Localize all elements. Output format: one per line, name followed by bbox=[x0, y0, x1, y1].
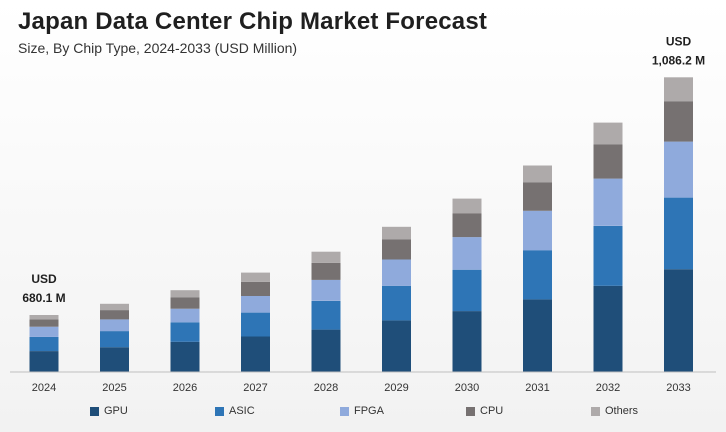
bar-fpga-2029 bbox=[382, 259, 411, 286]
x-tick-label-2033: 2033 bbox=[666, 382, 690, 394]
legend-label-cpu: CPU bbox=[480, 405, 504, 417]
bar-fpga-2033 bbox=[664, 141, 693, 198]
x-axis-tick-labels: 2024 2025 2026 2027 2028 2029 2030 2031 2032 2033 bbox=[32, 382, 691, 394]
legend-item-others: Others bbox=[591, 405, 638, 417]
bar-fpga-2026 bbox=[170, 308, 200, 323]
bar-gpu-2029 bbox=[382, 320, 411, 372]
bar-gpu-2028 bbox=[311, 329, 341, 372]
last-bar-annotation: USD 1,086.2 M bbox=[652, 34, 705, 67]
bar-group bbox=[29, 77, 693, 372]
bar-fpga-2027 bbox=[241, 296, 270, 313]
legend-swatch-gpu bbox=[90, 406, 99, 416]
bar-fpga-2028 bbox=[311, 279, 341, 301]
bar-cpu-2031 bbox=[523, 182, 552, 211]
x-tick-label-2030: 2030 bbox=[455, 382, 479, 394]
x-tick-label-2025: 2025 bbox=[102, 382, 126, 394]
x-tick-label-2026: 2026 bbox=[173, 382, 197, 394]
bar-cpu-2033 bbox=[664, 101, 693, 142]
bar-asic-2031 bbox=[523, 250, 552, 300]
bar-asic-2029 bbox=[382, 285, 411, 321]
x-tick-label-2027: 2027 bbox=[243, 382, 267, 394]
bar-others-2027 bbox=[241, 272, 270, 282]
bar-asic-2025 bbox=[100, 331, 129, 348]
legend-item-asic: ASIC bbox=[215, 405, 255, 417]
bar-gpu-2026 bbox=[170, 341, 200, 372]
bar-cpu-2025 bbox=[100, 310, 129, 320]
bar-gpu-2024 bbox=[29, 351, 59, 372]
first-bar-annotation: USD 680.1 M bbox=[22, 272, 65, 305]
chart-subtitle: Size, By Chip Type, 2024-2033 (USD Milli… bbox=[18, 40, 298, 56]
bar-gpu-2025 bbox=[100, 347, 129, 372]
legend-label-asic: ASIC bbox=[229, 405, 255, 417]
legend-label-others: Others bbox=[605, 405, 639, 417]
bar-cpu-2028 bbox=[311, 262, 341, 280]
bar-gpu-2030 bbox=[452, 311, 482, 372]
legend-label-gpu: GPU bbox=[104, 405, 128, 417]
bar-asic-2028 bbox=[311, 300, 341, 330]
bar-asic-2026 bbox=[170, 322, 200, 342]
x-tick-label-2024: 2024 bbox=[32, 382, 56, 394]
bar-cpu-2024 bbox=[29, 319, 59, 327]
bar-gpu-2033 bbox=[664, 269, 693, 372]
bar-cpu-2032 bbox=[593, 144, 623, 179]
bar-asic-2032 bbox=[593, 225, 623, 286]
bar-others-2026 bbox=[170, 290, 200, 298]
bar-cpu-2029 bbox=[382, 239, 411, 260]
legend-item-fpga: FPGA bbox=[340, 405, 384, 417]
first-bar-currency-label: USD bbox=[31, 272, 57, 286]
x-tick-label-2029: 2029 bbox=[384, 382, 408, 394]
stacked-bar-chart: 2024 2025 2026 2027 2028 2029 2030 2031 2032 2033… bbox=[10, 34, 716, 394]
bar-asic-2033 bbox=[664, 197, 693, 270]
chart-legend: GPU ASIC FPGA CPU Others bbox=[0, 405, 726, 425]
x-tick-label-2031: 2031 bbox=[525, 382, 549, 394]
bar-others-2030 bbox=[452, 198, 482, 214]
bar-fpga-2032 bbox=[593, 178, 623, 226]
x-tick-label-2032: 2032 bbox=[596, 382, 620, 394]
bar-others-2024 bbox=[29, 315, 59, 320]
chart-title: Japan Data Center Chip Market Forecast bbox=[18, 8, 488, 35]
legend-item-gpu: GPU bbox=[90, 405, 128, 417]
bar-gpu-2031 bbox=[523, 299, 552, 372]
bar-cpu-2027 bbox=[241, 281, 270, 296]
bar-fpga-2025 bbox=[100, 319, 129, 332]
legend-label-fpga: FPGA bbox=[354, 405, 384, 417]
bar-fpga-2024 bbox=[29, 326, 59, 337]
bar-cpu-2030 bbox=[452, 213, 482, 238]
bar-fpga-2030 bbox=[452, 237, 482, 270]
bar-others-2029 bbox=[382, 226, 411, 240]
bar-fpga-2031 bbox=[523, 210, 552, 251]
bar-others-2028 bbox=[311, 251, 341, 263]
bar-others-2033 bbox=[664, 77, 693, 102]
x-tick-label-2028: 2028 bbox=[314, 382, 338, 394]
bar-others-2025 bbox=[100, 303, 129, 311]
legend-swatch-asic bbox=[215, 406, 224, 416]
legend-swatch-fpga bbox=[340, 406, 349, 416]
bar-gpu-2027 bbox=[241, 336, 270, 372]
last-bar-total-label: 1,086.2 M bbox=[652, 53, 705, 67]
bar-others-2031 bbox=[523, 165, 552, 183]
legend-swatch-others bbox=[591, 406, 600, 416]
legend-item-cpu: CPU bbox=[466, 405, 503, 417]
bar-asic-2030 bbox=[452, 269, 482, 312]
bar-others-2032 bbox=[593, 122, 623, 145]
bar-asic-2027 bbox=[241, 312, 270, 337]
last-bar-currency-label: USD bbox=[666, 34, 692, 48]
bar-cpu-2026 bbox=[170, 297, 200, 309]
legend-swatch-cpu bbox=[466, 406, 475, 416]
bar-asic-2024 bbox=[29, 336, 59, 351]
first-bar-total-label: 680.1 M bbox=[22, 291, 65, 305]
bar-gpu-2032 bbox=[593, 285, 623, 372]
